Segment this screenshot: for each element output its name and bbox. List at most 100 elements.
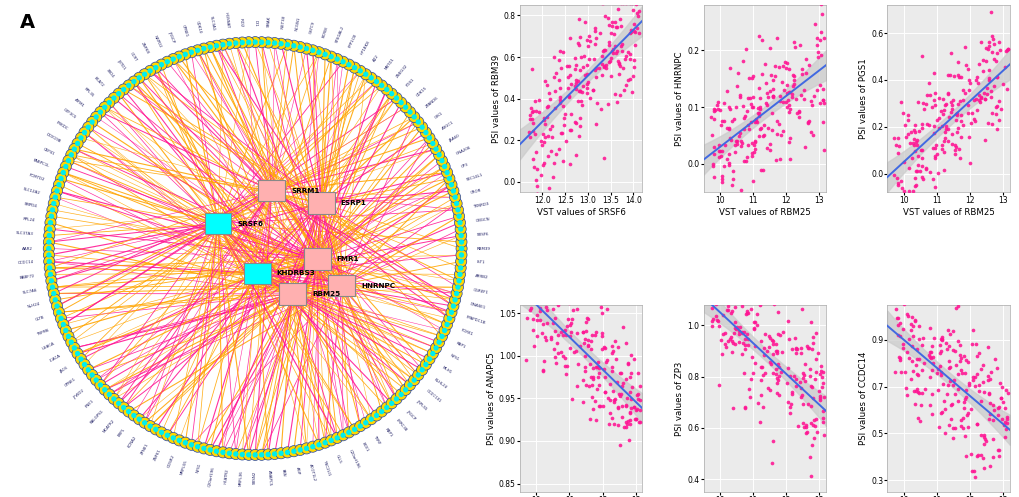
Point [550, 145, 567, 153]
Point [975, 433, 991, 441]
Point [718, 306, 735, 314]
Point [773, 127, 790, 135]
Text: JAC6: JAC6 [59, 366, 69, 374]
Point [521, 128, 537, 136]
Point [797, 423, 813, 431]
Point [577, 381, 593, 389]
Point [599, 394, 615, 402]
Point [765, 300, 782, 308]
Point [704, 160, 720, 168]
Point [896, 368, 912, 376]
Point [521, 115, 537, 123]
Point [528, 190, 544, 198]
Circle shape [301, 443, 312, 454]
Point [722, 333, 739, 341]
Text: HP1BK8: HP1BK8 [360, 39, 371, 55]
Circle shape [454, 262, 466, 273]
Circle shape [438, 325, 449, 336]
Point [905, 135, 921, 143]
Point [987, 73, 1004, 81]
Circle shape [214, 43, 219, 48]
Point [966, 95, 982, 103]
Circle shape [82, 362, 87, 367]
Point [754, 403, 770, 411]
Point [612, 22, 629, 30]
Point [712, 172, 729, 180]
Circle shape [322, 440, 327, 445]
Point [596, 342, 612, 350]
Point [952, 341, 968, 349]
Point [587, 34, 603, 42]
Point [907, 167, 923, 175]
Point [706, 106, 722, 114]
Circle shape [443, 313, 454, 324]
Circle shape [87, 116, 98, 128]
Point [588, 385, 604, 393]
Circle shape [262, 449, 273, 460]
Point [725, 115, 741, 123]
Point [785, 372, 801, 380]
Circle shape [433, 336, 444, 348]
Point [558, 362, 575, 370]
Point [590, 369, 606, 377]
Circle shape [452, 297, 458, 303]
Circle shape [454, 284, 461, 290]
Circle shape [407, 382, 413, 388]
Point [979, 390, 996, 398]
Point [582, 337, 598, 345]
Point [734, 329, 750, 336]
Point [729, 83, 745, 90]
Point [603, 367, 620, 375]
Point [588, 99, 604, 107]
Point [999, 46, 1015, 54]
Point [725, 330, 741, 337]
Point [886, 191, 902, 199]
Point [579, 80, 595, 88]
Point [993, 383, 1009, 391]
Point [554, 292, 571, 300]
Circle shape [459, 259, 464, 264]
Y-axis label: PSI values of ZP3: PSI values of ZP3 [675, 361, 684, 435]
Circle shape [156, 427, 167, 438]
Point [518, 356, 534, 364]
Circle shape [423, 362, 428, 367]
Point [949, 128, 965, 136]
Circle shape [250, 37, 261, 48]
Point [960, 76, 976, 84]
Circle shape [189, 442, 194, 447]
Point [527, 107, 543, 115]
Point [898, 298, 914, 306]
Point [989, 38, 1006, 46]
Point [801, 61, 817, 69]
Point [594, 0, 610, 7]
Point [629, 9, 645, 17]
Point [953, 416, 969, 424]
Point [913, 389, 929, 397]
Point [613, 379, 630, 387]
Point [621, 420, 637, 428]
Point [938, 137, 955, 145]
Point [629, 24, 645, 32]
Point [595, 365, 611, 373]
Circle shape [56, 182, 61, 187]
Point [572, 87, 588, 95]
Circle shape [75, 132, 87, 144]
Point [623, 351, 639, 359]
Point [949, 58, 965, 66]
Point [570, 77, 586, 85]
Point [527, 97, 543, 105]
Point [792, 378, 808, 386]
Point [784, 90, 800, 98]
Circle shape [58, 176, 63, 181]
Circle shape [63, 164, 68, 169]
Circle shape [106, 100, 112, 105]
Point [944, 424, 960, 432]
Point [785, 72, 801, 80]
Point [734, 302, 750, 310]
Circle shape [246, 452, 251, 457]
Point [983, 48, 1000, 56]
Point [632, 406, 648, 414]
Point [568, 61, 584, 69]
Point [537, 336, 553, 344]
Point [545, 345, 561, 353]
